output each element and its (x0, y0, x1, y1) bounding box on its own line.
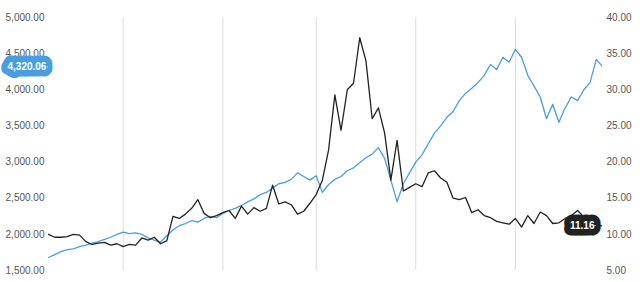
svg-text:5.00: 5.00 (607, 265, 627, 276)
svg-text:2,000.00: 2,000.00 (6, 229, 45, 240)
svg-text:20.00: 20.00 (607, 156, 632, 167)
svg-text:30.00: 30.00 (607, 84, 632, 95)
svg-text:5,000.00: 5,000.00 (6, 12, 45, 23)
svg-text:4,500.00: 4,500.00 (6, 48, 45, 59)
svg-text:4,320.06: 4,320.06 (8, 61, 47, 72)
svg-text:2,500.00: 2,500.00 (6, 192, 45, 203)
svg-text:1,500.00: 1,500.00 (6, 265, 45, 276)
svg-text:11.16: 11.16 (570, 220, 595, 231)
svg-text:35.00: 35.00 (607, 48, 632, 59)
svg-text:25.00: 25.00 (607, 120, 632, 131)
svg-text:4,000.00: 4,000.00 (6, 84, 45, 95)
svg-text:15.00: 15.00 (607, 192, 632, 203)
svg-text:10.00: 10.00 (607, 229, 632, 240)
svg-text:3,000.00: 3,000.00 (6, 156, 45, 167)
svg-text:40.00: 40.00 (607, 12, 632, 23)
svg-text:3,500.00: 3,500.00 (6, 120, 45, 131)
